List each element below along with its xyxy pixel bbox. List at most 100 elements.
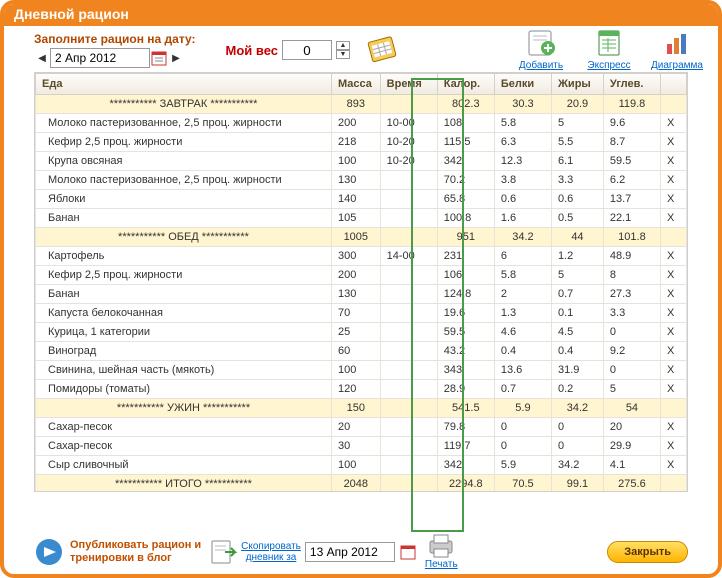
cell-cal: 2294.8	[437, 475, 494, 493]
cell-fat: 0.2	[551, 380, 603, 399]
cell-time	[380, 285, 437, 304]
copy-icon[interactable]	[209, 538, 237, 566]
weight-input[interactable]	[282, 40, 332, 60]
cell-cal: 802.3	[437, 95, 494, 114]
print-button[interactable]: Печать	[425, 533, 458, 570]
cell-x[interactable]: X	[661, 437, 687, 456]
cell-food: Помидоры (томаты)	[36, 380, 332, 399]
table-row[interactable]: Молоко пастеризованное, 2,5 проц. жирнос…	[36, 171, 687, 190]
table-row[interactable]: Банан130124.820.727.3X	[36, 285, 687, 304]
cell-x[interactable]: X	[661, 133, 687, 152]
copy-label[interactable]: Скопироватьдневник за	[241, 541, 301, 563]
cell-cal: 124.8	[437, 285, 494, 304]
cell-x[interactable]: X	[661, 266, 687, 285]
table-row[interactable]: *********** ЗАВТРАК ***********893802.33…	[36, 95, 687, 114]
cell-x[interactable]: X	[661, 114, 687, 133]
table-row[interactable]: Помидоры (томаты)12028.90.70.25X	[36, 380, 687, 399]
cell-x[interactable]: X	[661, 190, 687, 209]
cell-x[interactable]: X	[661, 361, 687, 380]
cell-x[interactable]: X	[661, 247, 687, 266]
table-row[interactable]: *********** УЖИН ***********150541.55.93…	[36, 399, 687, 418]
cell-x[interactable]: X	[661, 418, 687, 437]
cell-fat: 6.1	[551, 152, 603, 171]
cell-mass: 100	[331, 152, 380, 171]
date-block: Заполните рацион на дату: ◀ ▶	[34, 32, 196, 68]
calendar-icon[interactable]	[150, 49, 168, 67]
copy-calendar-icon[interactable]	[399, 543, 417, 561]
cell-x[interactable]: X	[661, 380, 687, 399]
cell-mass: 100	[331, 361, 380, 380]
cell-cal: 19.6	[437, 304, 494, 323]
cell-prot: 70.5	[494, 475, 551, 493]
cell-cal: 108	[437, 114, 494, 133]
cell-x[interactable]: X	[661, 171, 687, 190]
date-next-button[interactable]: ▶	[168, 49, 184, 67]
cell-food: Сахар-песок	[36, 437, 332, 456]
cell-food: *********** ОБЕД ***********	[36, 228, 332, 247]
cell-cal: 343	[437, 361, 494, 380]
weight-up-button[interactable]: ▲	[336, 41, 350, 50]
table-row[interactable]: Виноград6043.20.40.49.2X	[36, 342, 687, 361]
cell-time	[380, 361, 437, 380]
cell-fat: 34.2	[551, 399, 603, 418]
col-carb[interactable]: Углев.	[603, 74, 660, 95]
col-prot[interactable]: Белки	[494, 74, 551, 95]
cell-food: Капуста белокочанная	[36, 304, 332, 323]
copy-date-input[interactable]	[305, 542, 395, 562]
cell-food: Молоко пастеризованное, 2,5 проц. жирнос…	[36, 171, 332, 190]
table-row[interactable]: Крупа овсяная10010-2034212.36.159.5X	[36, 152, 687, 171]
table-row[interactable]: Кефир 2,5 проц. жирности2001065.858X	[36, 266, 687, 285]
col-fat[interactable]: Жиры	[551, 74, 603, 95]
cell-x[interactable]: X	[661, 456, 687, 475]
cell-x[interactable]: X	[661, 323, 687, 342]
print-label: Печать	[425, 559, 458, 570]
table-row[interactable]: Кефир 2,5 проц. жирности21810-20115.56.3…	[36, 133, 687, 152]
cell-prot: 5.9	[494, 456, 551, 475]
cell-prot: 5.8	[494, 266, 551, 285]
table-row[interactable]: Сахар-песок2079.80020X	[36, 418, 687, 437]
table-row[interactable]: Свинина, шейная часть (мякоть)10034313.6…	[36, 361, 687, 380]
cell-carb: 275.6	[603, 475, 660, 493]
cell-prot: 4.6	[494, 323, 551, 342]
date-input[interactable]	[50, 48, 150, 68]
cell-carb: 27.3	[603, 285, 660, 304]
cell-cal: 106	[437, 266, 494, 285]
cell-x[interactable]: X	[661, 285, 687, 304]
col-cal[interactable]: Калор.	[437, 74, 494, 95]
col-food[interactable]: Еда	[36, 74, 332, 95]
cell-x[interactable]: X	[661, 209, 687, 228]
date-control: ◀ ▶	[34, 48, 196, 68]
food-table: Еда Масса Время Калор. Белки Жиры Углев.…	[35, 73, 687, 492]
col-mass[interactable]: Масса	[331, 74, 380, 95]
close-button[interactable]: Закрыть	[607, 541, 688, 563]
cell-food: Кефир 2,5 проц. жирности	[36, 133, 332, 152]
cell-carb: 20	[603, 418, 660, 437]
window-frame: Дневной рацион Заполните рацион на дату:…	[0, 0, 722, 578]
cell-carb: 101.8	[603, 228, 660, 247]
date-prev-button[interactable]: ◀	[34, 49, 50, 67]
export-icon[interactable]	[366, 35, 400, 66]
cell-x[interactable]: X	[661, 152, 687, 171]
cell-carb: 54	[603, 399, 660, 418]
table-row[interactable]: Капуста белокочанная7019.61.30.13.3X	[36, 304, 687, 323]
table-row[interactable]: *********** ОБЕД ***********100595134.24…	[36, 228, 687, 247]
cell-mass: 218	[331, 133, 380, 152]
col-time[interactable]: Время	[380, 74, 437, 95]
table-row[interactable]: *********** ИТОГО ***********20482294.87…	[36, 475, 687, 493]
weight-block: Мой вес ▲ ▼	[226, 35, 400, 66]
table-row[interactable]: Сыр сливочный1003425.934.24.1X	[36, 456, 687, 475]
table-row[interactable]: Курица, 1 категории2559.54.64.50X	[36, 323, 687, 342]
table-row[interactable]: Сахар-песок30119.70029.9X	[36, 437, 687, 456]
publish-button[interactable]: Опубликовать рацион итренировки в блог	[34, 537, 201, 567]
cell-cal: 115.5	[437, 133, 494, 152]
cell-x[interactable]: X	[661, 342, 687, 361]
table-row[interactable]: Банан105100.81.60.522.1X	[36, 209, 687, 228]
cell-cal: 231	[437, 247, 494, 266]
table-row[interactable]: Яблоки14065.80.60.613.7X	[36, 190, 687, 209]
cell-x[interactable]: X	[661, 304, 687, 323]
cell-time	[380, 171, 437, 190]
table-row[interactable]: Картофель30014-0023161.248.9X	[36, 247, 687, 266]
weight-down-button[interactable]: ▼	[336, 50, 350, 59]
table-row[interactable]: Молоко пастеризованное, 2,5 проц. жирнос…	[36, 114, 687, 133]
cell-carb: 9.6	[603, 114, 660, 133]
